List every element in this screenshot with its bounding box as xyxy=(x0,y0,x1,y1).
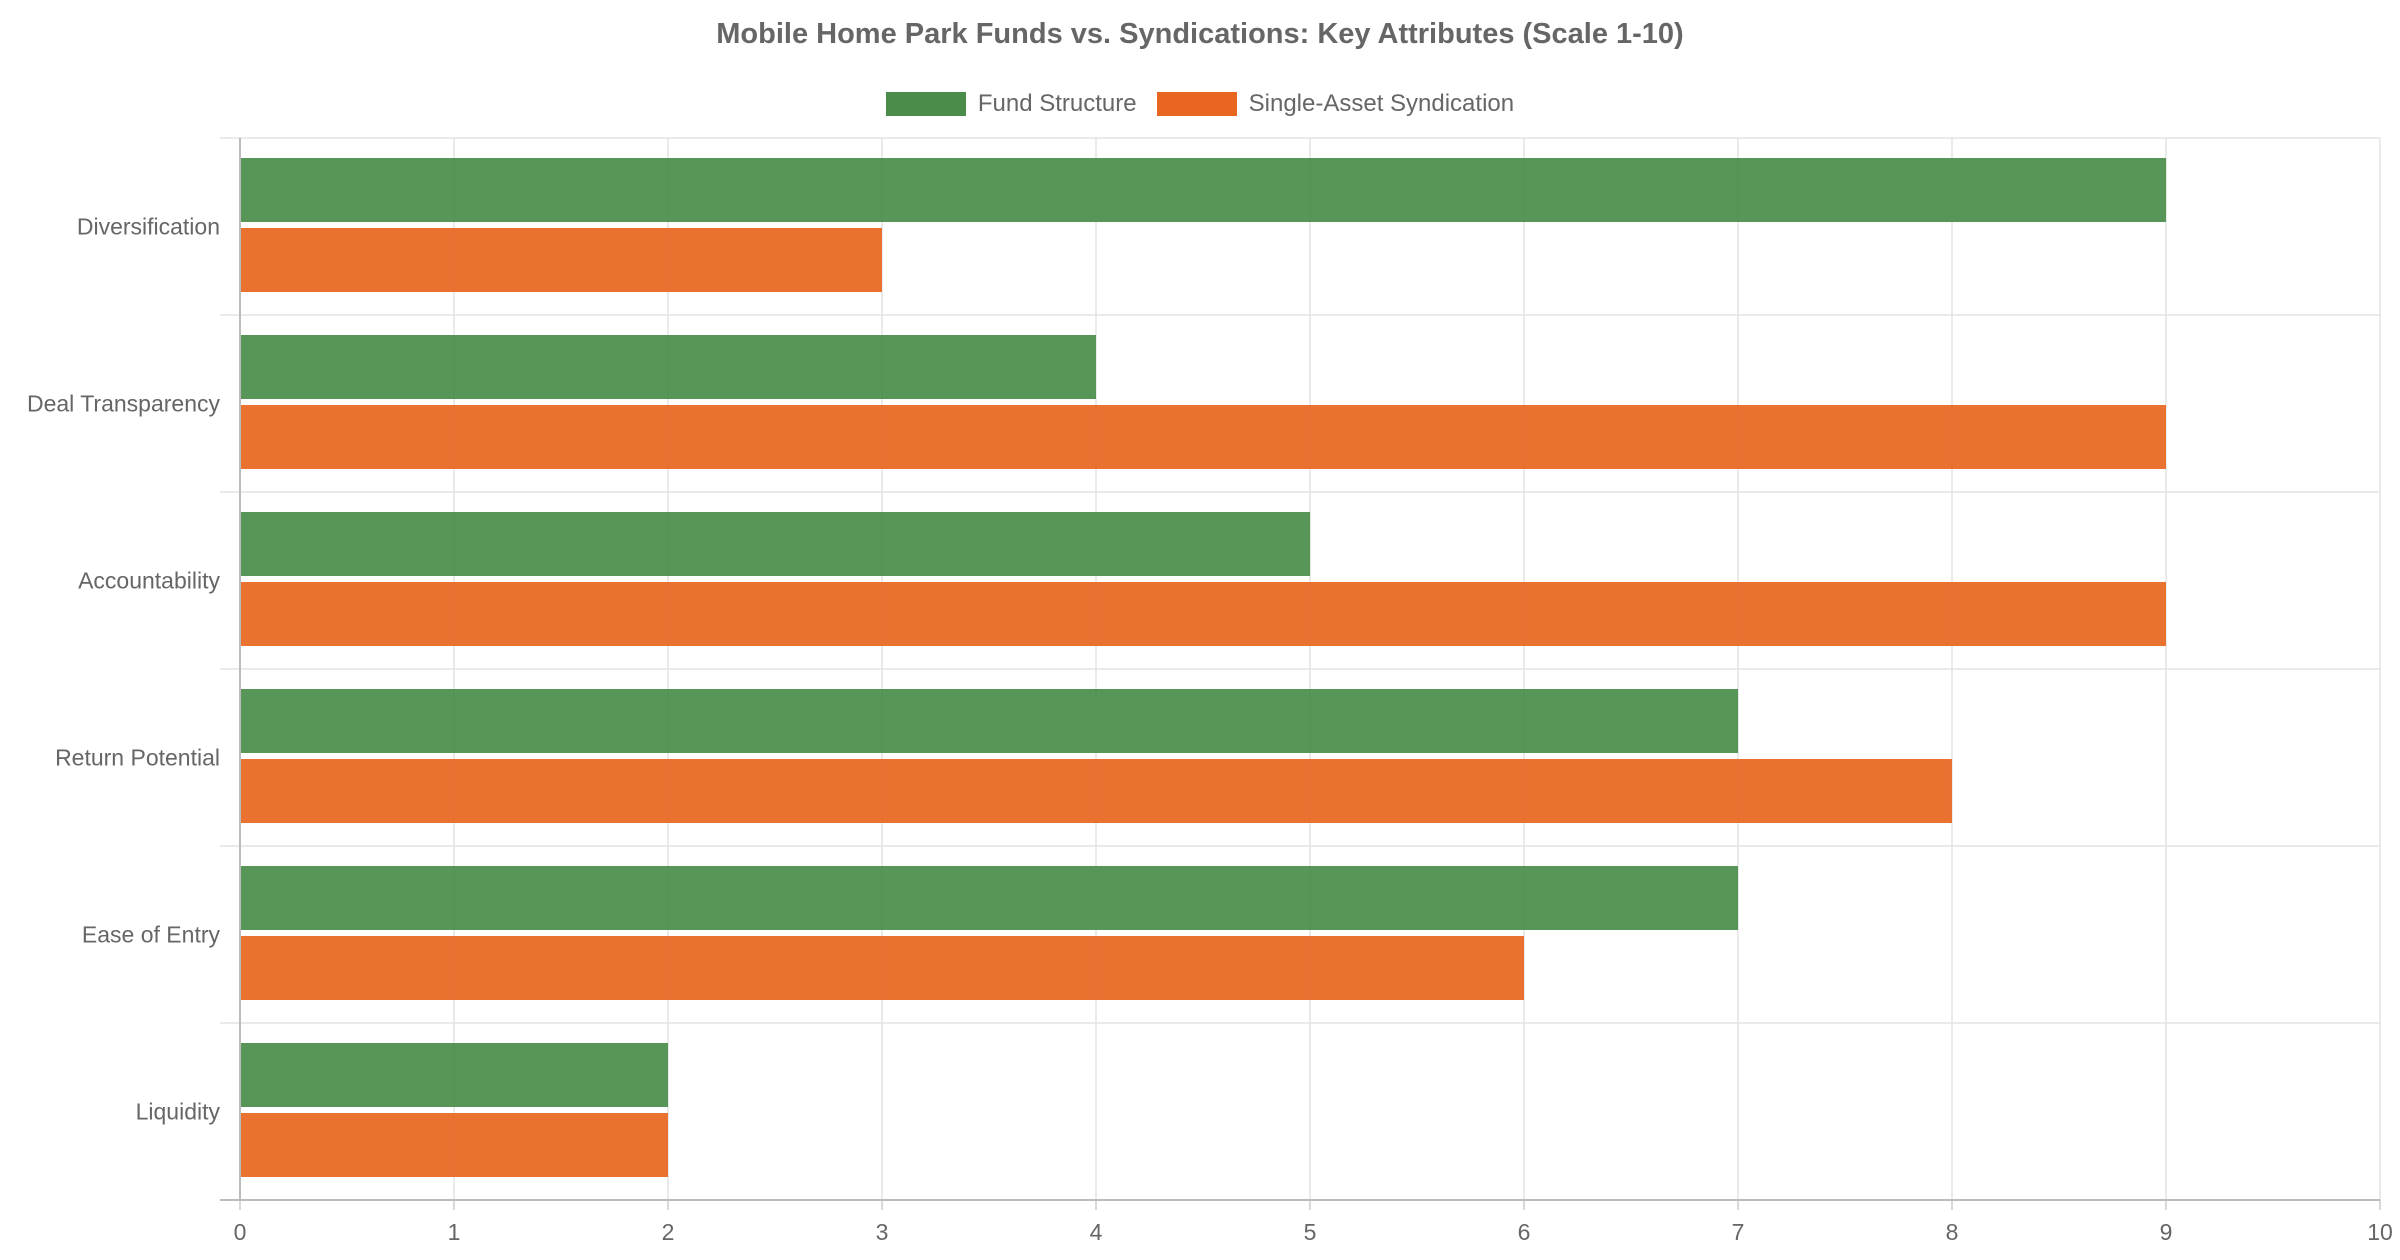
y-category-label-return-potential: Return Potential xyxy=(55,745,220,771)
legend-item-single-asset-syndication[interactable]: Single-Asset Syndication xyxy=(1156,90,1515,118)
x-tick-label-8: 8 xyxy=(1946,1219,1959,1245)
bar-layer xyxy=(240,158,2166,1177)
x-tick-label-1: 1 xyxy=(448,1219,461,1245)
x-tick-label-9: 9 xyxy=(2160,1219,2173,1245)
y-category-label-ease-of-entry: Ease of Entry xyxy=(82,922,221,948)
axis-layer xyxy=(220,138,2381,1210)
bar-single-asset-syndication-liquidity[interactable] xyxy=(240,1113,668,1177)
x-tick-label-7: 7 xyxy=(1732,1219,1745,1245)
bar-fund-structure-return-potential[interactable] xyxy=(240,689,1738,753)
bar-fund-structure-accountability[interactable] xyxy=(240,512,1310,576)
x-tick-label-10: 10 xyxy=(2367,1219,2393,1245)
x-tick-label-4: 4 xyxy=(1090,1219,1103,1245)
legend: Fund Structure Single-Asset Syndication xyxy=(0,90,2400,118)
grid-layer xyxy=(220,137,2381,1201)
bar-fund-structure-deal-transparency[interactable] xyxy=(240,335,1096,399)
y-category-label-deal-transparency: Deal Transparency xyxy=(27,391,221,417)
bar-single-asset-syndication-accountability[interactable] xyxy=(240,582,2166,646)
x-tick-label-6: 6 xyxy=(1518,1219,1531,1245)
y-category-label-liquidity: Liquidity xyxy=(136,1099,221,1125)
legend-swatch-single-asset-syndication xyxy=(1156,92,1237,116)
bar-single-asset-syndication-return-potential[interactable] xyxy=(240,759,1952,823)
legend-swatch-fund-structure xyxy=(885,92,966,116)
bar-fund-structure-ease-of-entry[interactable] xyxy=(240,866,1738,930)
bar-single-asset-syndication-ease-of-entry[interactable] xyxy=(240,936,1524,1000)
x-tick-label-3: 3 xyxy=(876,1219,889,1245)
legend-item-fund-structure[interactable]: Fund Structure xyxy=(885,90,1137,118)
y-category-label-diversification: Diversification xyxy=(77,214,220,240)
legend-label-fund-structure: Fund Structure xyxy=(977,90,1137,117)
label-layer: 0 1 2 3 4 5 6 7 8 9 10 Diversification Deal Transpar… xyxy=(27,214,2393,1246)
bar-fund-structure-liquidity[interactable] xyxy=(240,1043,668,1107)
x-tick-label-5: 5 xyxy=(1304,1219,1317,1245)
x-tick-label-2: 2 xyxy=(662,1219,675,1245)
bar-single-asset-syndication-diversification[interactable] xyxy=(240,228,882,292)
chart-title: Mobile Home Park Funds vs. Syndications:… xyxy=(716,18,1684,50)
legend-label-single-asset-syndication: Single-Asset Syndication xyxy=(1248,90,1515,117)
bar-single-asset-syndication-deal-transparency[interactable] xyxy=(240,405,2166,469)
y-category-label-accountability: Accountability xyxy=(78,568,220,594)
bar-fund-structure-diversification[interactable] xyxy=(240,158,2166,222)
x-tick-label-0: 0 xyxy=(234,1219,247,1245)
